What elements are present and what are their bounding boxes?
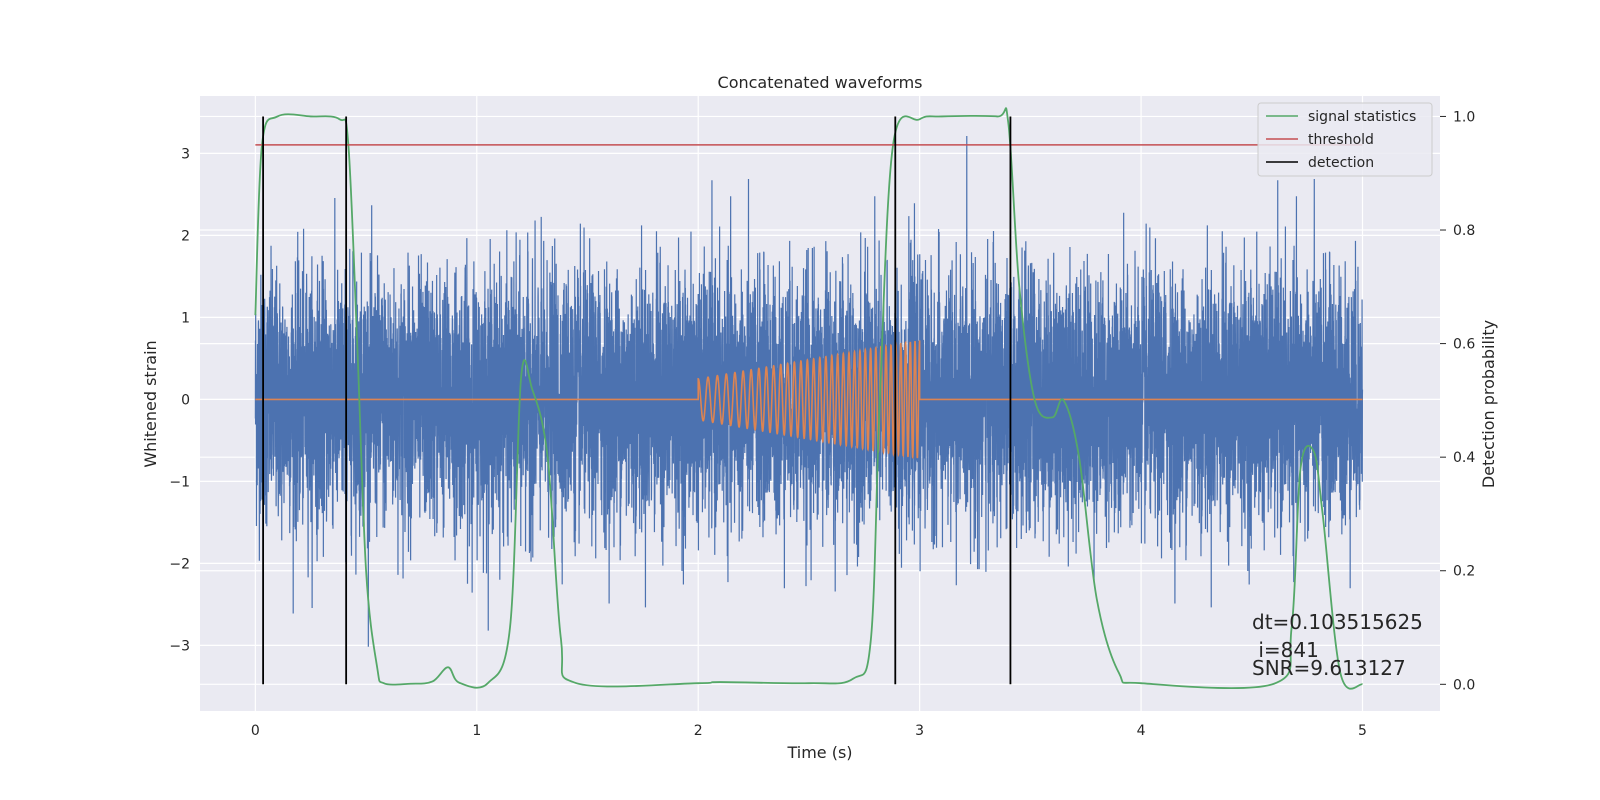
chart-title: Concatenated waveforms (718, 73, 923, 92)
y-right-tick-label: 0.4 (1453, 450, 1475, 466)
y-left-tick-label: −1 (169, 474, 190, 490)
y-left-axis-label: Whitened strain (141, 340, 160, 467)
x-tick-label: 4 (1137, 723, 1146, 739)
y-left-tick-label: −3 (169, 638, 190, 654)
y-right-tick-label: 0.0 (1453, 677, 1475, 693)
y-right-tick-label: 0.2 (1453, 564, 1475, 580)
x-tick-label: 1 (472, 723, 481, 739)
y-left-tick-label: 3 (181, 146, 190, 162)
legend-label-signal-statistics: signal statistics (1308, 109, 1416, 125)
annotation-index: i=841 (1252, 638, 1319, 662)
y-left-tick-label: 0 (181, 392, 190, 408)
x-tick-label: 0 (251, 723, 260, 739)
legend: signal statistics threshold detection (1257, 102, 1433, 177)
annotation-dt: dt=0.103515625 (1252, 610, 1423, 634)
legend-label-detection: detection (1308, 155, 1374, 171)
y-left-tick-label: 2 (181, 228, 190, 244)
y-right-tick-label: 1.0 (1453, 109, 1475, 125)
x-tick-label: 5 (1358, 723, 1367, 739)
y-right-axis-label: Detection probability (1479, 320, 1498, 488)
y-right-tick-label: 0.8 (1453, 223, 1475, 239)
y-left-tick-label: −2 (169, 556, 190, 572)
x-tick-labels: 0 1 2 3 4 5 (251, 723, 1367, 739)
y-right-tick-labels: 0.0 0.2 0.4 0.6 0.8 1.0 (1440, 109, 1475, 693)
y-right-tick-label: 0.6 (1453, 337, 1475, 353)
strain-noise-line (254, 135, 1364, 647)
legend-label-threshold: threshold (1308, 132, 1374, 148)
y-left-tick-label: 1 (181, 310, 190, 326)
legend-box (1257, 102, 1433, 177)
x-tick-label: 3 (915, 723, 924, 739)
x-tick-label: 2 (694, 723, 703, 739)
injected-waveform-line (255, 340, 1363, 460)
y-left-tick-labels: −3 −2 −1 0 1 2 3 (169, 146, 190, 654)
signal-statistics-line (254, 107, 1363, 690)
annotation-snr: SNR=9.613127 (1252, 656, 1406, 680)
series-layer (254, 107, 1364, 690)
x-axis-label: Time (s) (786, 743, 852, 762)
